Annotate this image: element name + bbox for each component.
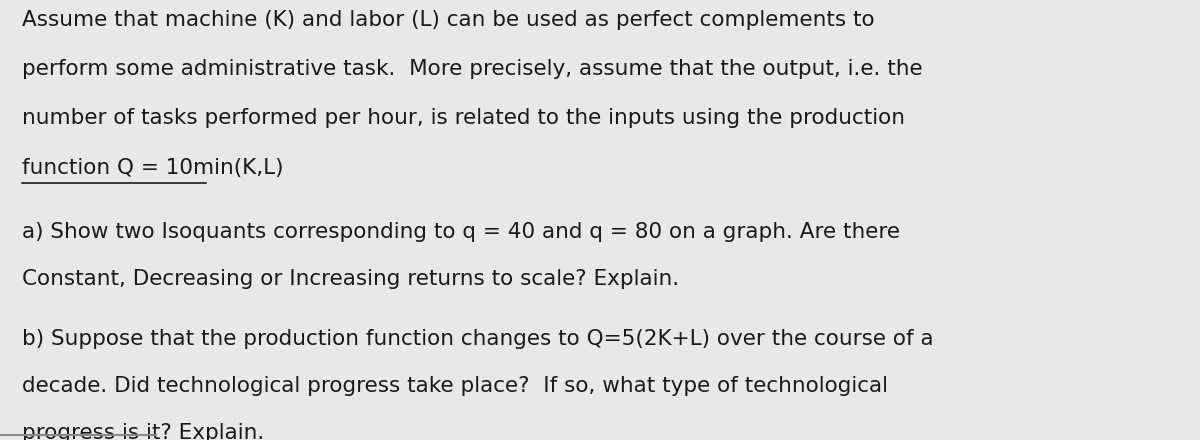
Text: perform some administrative task.  More precisely, assume that the output, i.e. : perform some administrative task. More p… (22, 59, 923, 79)
Text: Constant, Decreasing or Increasing returns to scale? Explain.: Constant, Decreasing or Increasing retur… (22, 269, 679, 289)
Text: number of tasks performed per hour, is related to the inputs using the productio: number of tasks performed per hour, is r… (22, 108, 905, 128)
Text: progress is it? Explain.: progress is it? Explain. (22, 423, 264, 440)
Text: a) Show two Isoquants corresponding to q = 40 and q = 80 on a graph. Are there: a) Show two Isoquants corresponding to q… (22, 222, 900, 242)
Text: function Q = 10min(K,L): function Q = 10min(K,L) (22, 158, 283, 178)
Text: b) Suppose that the production function changes to Q=5(2K+L) over the course of : b) Suppose that the production function … (22, 329, 934, 349)
Text: decade. Did technological progress take place?  If so, what type of technologica: decade. Did technological progress take … (22, 376, 888, 396)
Text: Assume that machine (K) and labor (L) can be used as perfect complements to: Assume that machine (K) and labor (L) ca… (22, 10, 875, 30)
